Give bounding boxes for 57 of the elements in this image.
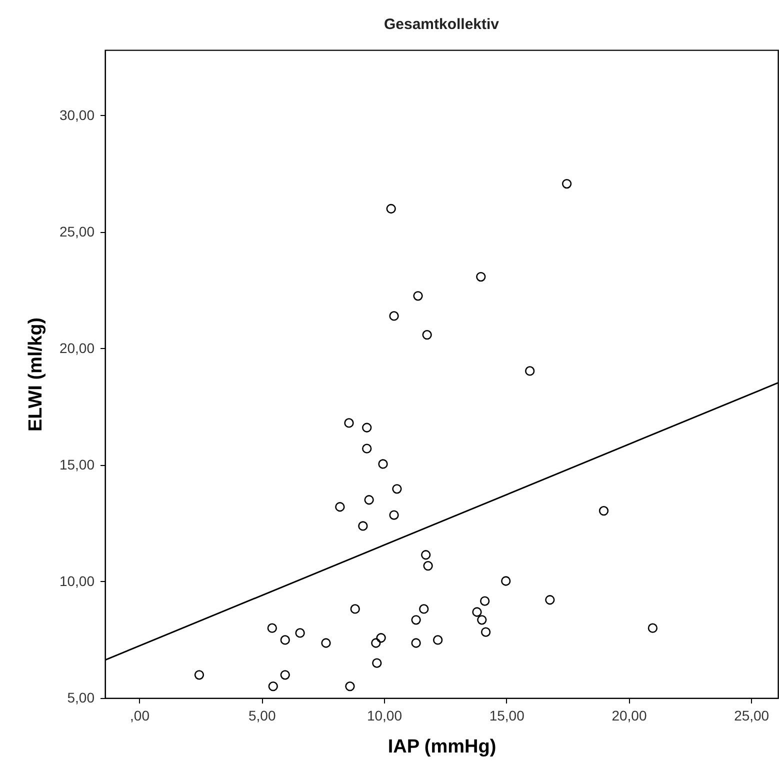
point: [476, 272, 486, 282]
point: [362, 422, 372, 432]
point: [358, 521, 368, 531]
point: [378, 459, 388, 469]
point: [350, 604, 360, 614]
point: [295, 628, 305, 638]
point: [422, 330, 432, 340]
point: [648, 623, 658, 633]
point: [545, 595, 555, 605]
point: [562, 178, 572, 189]
point: [480, 596, 490, 606]
x-tick-label: 15,00: [489, 708, 525, 724]
point: [280, 635, 290, 645]
point: [389, 510, 399, 520]
point: [364, 495, 374, 505]
point: [280, 670, 290, 680]
point: [362, 444, 372, 454]
y-tick-label: 30,00: [59, 106, 95, 123]
point: [386, 204, 396, 214]
y-tick-label: 15,00: [59, 456, 95, 472]
point: [432, 635, 443, 645]
point: [477, 615, 487, 625]
point: [376, 633, 386, 643]
point: [392, 484, 402, 494]
y-tick-label: 5,00: [67, 690, 95, 706]
point: [372, 658, 382, 668]
point: [371, 638, 381, 648]
point: [194, 670, 204, 680]
point: [411, 638, 421, 648]
y-tick-label: 25,00: [59, 223, 95, 240]
point: [419, 604, 429, 614]
point: [472, 607, 482, 617]
point: [421, 550, 431, 560]
x-tick-label: 10,00: [366, 708, 402, 724]
point: [389, 311, 399, 321]
point: [267, 623, 277, 633]
point: [335, 502, 345, 512]
point: [321, 638, 331, 648]
point: [268, 682, 278, 692]
point: [344, 418, 354, 428]
point: [525, 366, 535, 376]
x-tick-label: 20,00: [612, 708, 647, 724]
point: [480, 627, 491, 637]
point: [423, 561, 433, 571]
point: [345, 682, 355, 692]
y-tick-label: 20,00: [59, 340, 95, 356]
point: [411, 615, 421, 625]
x-tick-label: ,00: [130, 708, 150, 724]
point: [501, 576, 511, 586]
x-axis-title: IAP (mmHg): [388, 736, 496, 758]
y-tick-label: 10,00: [59, 572, 95, 589]
x-tick-label: 5,00: [248, 708, 276, 724]
chart-title: Gesamtkollektiv: [384, 16, 500, 33]
y-axis-title: ELWI (ml/kg): [25, 318, 46, 432]
point: [413, 291, 423, 301]
x-tick-label: 25,00: [734, 708, 770, 724]
point: [598, 506, 609, 516]
